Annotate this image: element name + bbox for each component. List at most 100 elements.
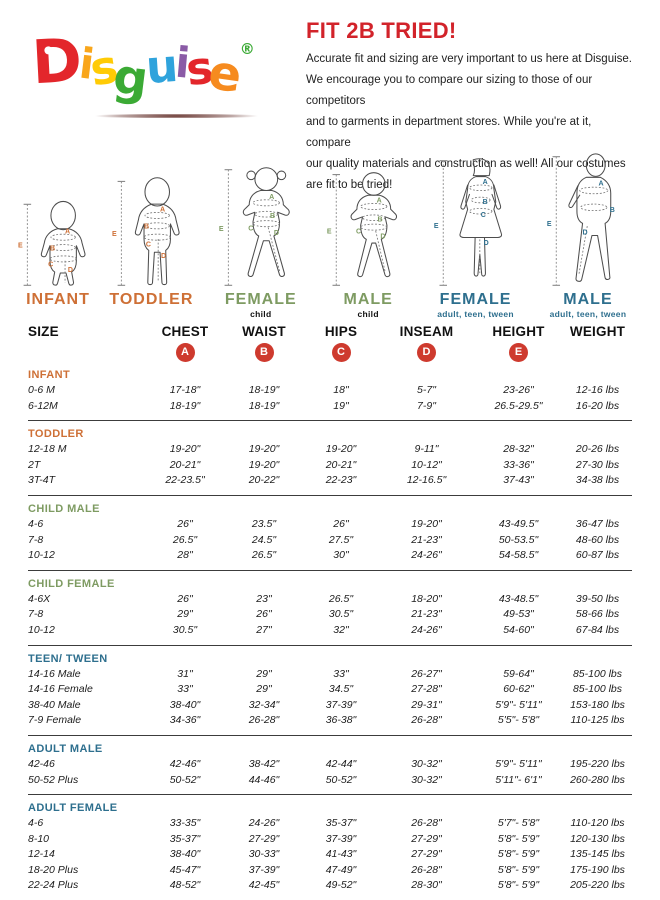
cell-weight: 195-220 lbs [570, 757, 625, 770]
cell-chest: 31" [177, 667, 193, 680]
cell-chest: 33" [177, 683, 193, 696]
cell-height: 5'5"- 5'8" [497, 714, 540, 727]
cell-hips: 30.5" [328, 608, 354, 621]
svg-text:B: B [610, 207, 615, 214]
cell-weight: 67-84 lbs [575, 623, 620, 636]
cell-inseam: 21-23" [411, 533, 442, 546]
intro-text: Accurate fit and sizing are very importa… [306, 53, 632, 192]
infant-figure-drawing: E A B C D [18, 200, 86, 286]
column-header-weight: WEIGHT [569, 324, 626, 339]
cell-height: 5'8"- 5'9" [497, 832, 540, 845]
cell-hips: 34.5" [328, 683, 354, 696]
cell-hips: 41-43" [325, 848, 357, 861]
svg-text:B: B [483, 199, 488, 206]
cell-hips: 37-39" [325, 698, 357, 711]
cell-weight: 58-66 lbs [575, 608, 620, 621]
cell-height: 54-60" [503, 623, 534, 636]
svg-text:D: D [274, 229, 279, 237]
figure-toddler: E A B C D TODDLER [100, 173, 202, 320]
cell-chest: 18-19" [169, 399, 201, 412]
cell-size: 6-12M [28, 399, 58, 412]
cell-chest: 28" [177, 549, 193, 562]
svg-text:A: A [66, 228, 71, 235]
cell-weight: 175-190 lbs [570, 863, 625, 876]
group-label: INFANT [28, 369, 71, 381]
logo-letter: e [205, 44, 243, 104]
cell-waist: 29" [256, 667, 272, 680]
cell-waist: 30-33" [248, 848, 280, 861]
cell-size: 4-6 [28, 517, 44, 530]
cell-waist: 20-22" [248, 474, 280, 487]
svg-text:B: B [50, 245, 55, 252]
cell-size: 3T-4T [28, 474, 56, 487]
svg-text:E: E [219, 225, 224, 233]
group-label: CHILD FEMALE [28, 577, 115, 590]
figure-male-child: E A B C D MALE child [319, 168, 417, 320]
cell-chest: 26" [177, 517, 193, 530]
chest-badge: A [175, 343, 195, 362]
cell-height: 60-62" [503, 683, 534, 696]
cell-inseam: 30-32" [411, 773, 442, 786]
cell-inseam: 9-11" [414, 443, 439, 456]
intro-block: FIT 2B TRIED! Accurate fit and sizing ar… [306, 10, 634, 191]
cell-height: 59-64" [503, 667, 534, 680]
male-adult-figure-drawing: E A B D [547, 153, 615, 286]
cell-weight: 153-180 lbs [570, 698, 625, 711]
cell-chest: 48-52" [169, 879, 201, 892]
logo-letter: g [109, 48, 148, 108]
cell-weight: 16-20 lbs [575, 399, 620, 412]
cell-weight: 85-100 lbs [572, 683, 623, 696]
cell-size: 2T [28, 458, 41, 471]
figures-row: E A B C D INFANT E A B C [0, 152, 660, 320]
svg-text:A: A [483, 179, 488, 186]
cell-inseam: 28-30" [411, 879, 442, 892]
svg-text:E: E [327, 229, 332, 236]
cell-height: 5'9"- 5'11" [495, 757, 542, 770]
cell-hips: 37-39" [325, 832, 357, 845]
svg-text:E: E [547, 221, 552, 228]
waist-badge: B [254, 343, 274, 362]
cell-weight: 39-50 lbs [575, 592, 620, 605]
cell-height: 43-48.5" [498, 592, 539, 605]
svg-text:E: E [112, 231, 117, 238]
page-header: Disguise® FIT 2B TRIED! Accurate fit and… [0, 0, 660, 191]
cell-inseam: 18-20" [411, 592, 442, 605]
group-label: TEEN/ TWEEN [28, 652, 108, 665]
cell-size: 18-20 Plus [28, 863, 79, 876]
cell-weight: 60-87 lbs [575, 549, 620, 562]
figure-label: FEMALE [439, 291, 512, 308]
cell-hips: 49-52" [325, 879, 357, 892]
group-divider [28, 569, 632, 571]
male-child-figure-drawing: E A B C D [327, 172, 397, 286]
cell-size: 7-8 [28, 608, 44, 621]
figure-male-adult: E A B D MALE adult, teen, tween [534, 151, 642, 320]
cell-weight: 27-30 lbs [575, 458, 620, 471]
cell-chest: 20-21" [169, 458, 201, 471]
group-divider [28, 644, 632, 646]
cell-weight: 34-38 lbs [575, 474, 620, 487]
cell-height: 5'8"- 5'9" [497, 848, 540, 861]
cell-inseam: 21-23" [411, 608, 442, 621]
svg-text:C: C [356, 229, 361, 236]
group-divider [28, 794, 632, 796]
cell-chest: 17-18" [169, 384, 201, 396]
cell-size: 10-12 [28, 623, 55, 636]
female-adult-figure-drawing: E A B C D [434, 158, 503, 286]
svg-text:D: D [68, 267, 73, 274]
group-label: CHILD MALE [28, 502, 100, 515]
cell-hips: 42-44" [325, 757, 357, 770]
cell-size: 7-8 [28, 533, 44, 546]
cell-size: 14-16 Female [28, 683, 93, 696]
cell-hips: 36-38" [325, 714, 357, 727]
cell-waist: 18-19" [248, 384, 280, 396]
cell-height: 5'7"- 5'8" [497, 817, 540, 830]
cell-waist: 26.5" [251, 549, 277, 562]
cell-waist: 24.5" [251, 533, 277, 546]
cell-height: 23-26" [503, 384, 534, 396]
svg-text:C: C [146, 242, 151, 249]
badge-spacer [28, 343, 145, 367]
cell-waist: 24-26" [248, 817, 280, 830]
svg-text:C: C [49, 261, 54, 268]
cell-waist: 29" [256, 683, 272, 696]
cell-hips: 18" [333, 384, 349, 396]
